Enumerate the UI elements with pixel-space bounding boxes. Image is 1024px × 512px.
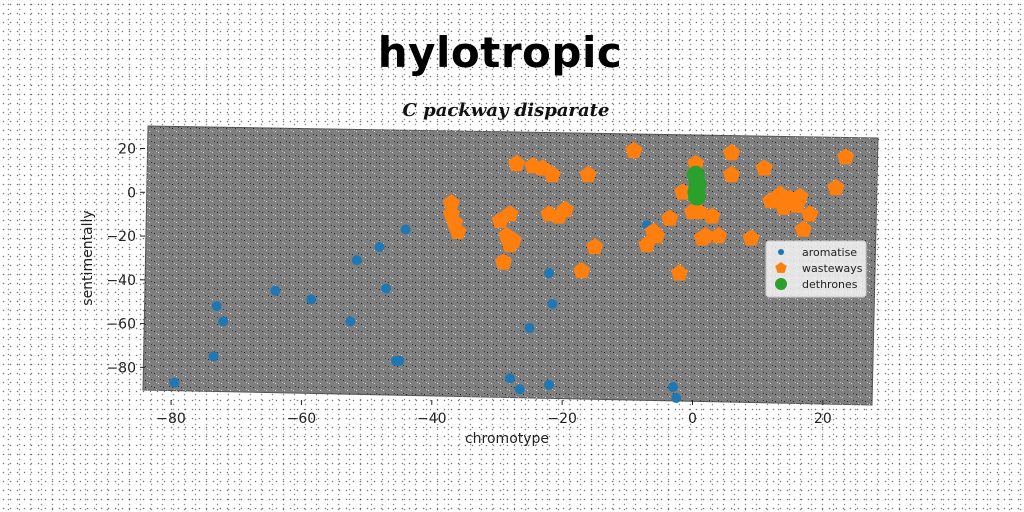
point-aromatise xyxy=(345,316,356,327)
point-wasteways xyxy=(449,222,467,239)
x-tick-label: −20 xyxy=(547,411,577,427)
y-tick-label: −80 xyxy=(106,360,136,376)
point-wasteways xyxy=(697,227,715,244)
point-wasteways xyxy=(556,200,574,218)
point-wasteways xyxy=(504,231,522,248)
point-wasteways xyxy=(661,209,679,226)
point-dethrones xyxy=(688,187,707,206)
legend-marker-aromatise xyxy=(778,249,784,255)
point-wasteways xyxy=(723,165,741,183)
x-tick-label: 0 xyxy=(688,411,697,427)
point-wasteways xyxy=(710,227,728,244)
point-wasteways xyxy=(703,207,721,224)
point-aromatise xyxy=(381,283,392,294)
point-aromatise xyxy=(306,294,317,305)
point-wasteways xyxy=(791,187,809,204)
x-tick-label: −40 xyxy=(417,411,447,427)
x-tick-label: 20 xyxy=(814,411,832,427)
point-wasteways xyxy=(742,229,760,246)
legend-box xyxy=(765,240,867,298)
point-aromatise xyxy=(671,393,682,403)
point-wasteways xyxy=(794,220,812,237)
chart-title: hylotropic xyxy=(377,28,623,77)
y-tick-label: 20 xyxy=(118,142,136,158)
point-aromatise xyxy=(544,268,555,279)
point-wasteways xyxy=(625,141,643,158)
point-aromatise xyxy=(514,384,525,395)
point-aromatise xyxy=(270,285,281,296)
x-tick-label: −60 xyxy=(287,411,317,427)
legend-label-dethrones: dethrones xyxy=(802,278,858,291)
y-tick-label: −60 xyxy=(106,317,136,333)
x-axis-label: chromotype xyxy=(465,431,549,447)
point-wasteways xyxy=(442,194,460,211)
point-wasteways xyxy=(648,227,666,244)
point-wasteways xyxy=(837,148,855,165)
point-aromatise xyxy=(667,382,678,393)
y-tick-label: 0 xyxy=(127,185,136,201)
y-tick-label: −40 xyxy=(106,273,136,289)
point-wasteways xyxy=(543,165,561,183)
point-aromatise xyxy=(208,351,219,362)
point-aromatise xyxy=(547,298,558,309)
point-wasteways xyxy=(508,154,526,172)
chart-subtitle: C packway disparate xyxy=(402,100,610,121)
legend-label-aromatise: aromatise xyxy=(802,246,857,259)
y-tick-label: −20 xyxy=(106,229,136,245)
point-wasteways xyxy=(723,143,741,161)
point-wasteways xyxy=(501,205,519,222)
legend: aromatise wasteways dethrones xyxy=(765,240,867,298)
point-wasteways xyxy=(586,238,604,255)
legend-label-wasteways: wasteways xyxy=(802,262,863,275)
point-wasteways xyxy=(494,253,512,270)
point-aromatise xyxy=(394,355,405,366)
point-wasteways xyxy=(674,183,692,200)
point-wasteways xyxy=(670,264,688,281)
x-tick-label: −80 xyxy=(156,411,186,427)
point-wasteways xyxy=(827,178,845,196)
point-wasteways xyxy=(573,262,591,279)
y-axis-label: sentimentally xyxy=(80,210,96,305)
point-aromatise xyxy=(374,241,385,252)
point-wasteways xyxy=(579,165,597,183)
point-wasteways xyxy=(755,159,773,176)
plot-noise xyxy=(143,126,878,405)
point-wasteways xyxy=(690,203,708,220)
point-aromatise xyxy=(351,255,362,266)
point-aromatise xyxy=(218,316,229,327)
point-aromatise xyxy=(505,373,515,384)
legend-marker-wasteways xyxy=(775,262,787,273)
point-aromatise xyxy=(524,322,535,333)
point-aromatise xyxy=(211,301,222,312)
legend-marker-dethrones xyxy=(775,278,787,290)
point-aromatise xyxy=(169,377,180,388)
point-wasteways xyxy=(801,205,819,222)
point-aromatise xyxy=(400,224,411,235)
point-aromatise xyxy=(544,379,555,390)
